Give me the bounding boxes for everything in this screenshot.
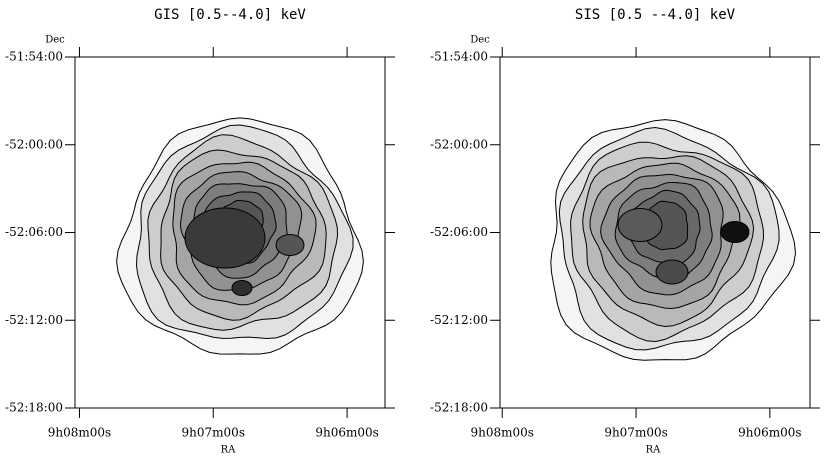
x-tick-label: 9h08m00s (48, 426, 111, 440)
y-tick-label: -51:54:00 (430, 50, 488, 64)
panel: GIS [0.5--4.0] keV Dec RA -51:54:00 -52:00:0… (5, 7, 395, 456)
y-tick-label: -52:18:00 (430, 401, 488, 415)
chart-title: GIS [0.5--4.0] keV (154, 7, 306, 23)
contour (617, 208, 663, 242)
y-tick-label: -52:00:00 (430, 137, 488, 151)
y-tick-label: -52:12:00 (5, 313, 63, 327)
panel: SIS [0.5 --4.0] keV Dec RA -51:54:00 -52:00:… (430, 7, 820, 456)
contour (184, 207, 266, 269)
y-tick-label: -52:06:00 (430, 225, 488, 239)
y-tick-label: -52:18:00 (5, 401, 63, 415)
contour (275, 234, 305, 256)
x-axis-label: RA (646, 445, 662, 456)
contour (231, 280, 253, 296)
x-tick-label: 9h07m00s (604, 426, 667, 440)
y-tick-label: -51:54:00 (5, 50, 63, 64)
y-tick-label: -52:12:00 (430, 313, 488, 327)
y-axis-label: Dec (45, 35, 65, 46)
x-tick-label: 9h06m00s (315, 426, 378, 440)
x-tick-label: 9h08m00s (471, 426, 534, 440)
contour (720, 221, 750, 243)
x-axis-label: RA (221, 445, 237, 456)
x-tick-label: 9h07m00s (182, 426, 245, 440)
y-tick-label: -52:00:00 (5, 137, 63, 151)
x-tick-label: 9h06m00s (738, 426, 801, 440)
y-axis-label: Dec (470, 35, 490, 46)
chart-title: SIS [0.5 --4.0] keV (575, 7, 736, 23)
y-tick-label: -52:06:00 (5, 225, 63, 239)
contour (655, 259, 689, 285)
